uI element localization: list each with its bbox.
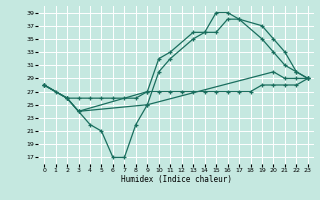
X-axis label: Humidex (Indice chaleur): Humidex (Indice chaleur)	[121, 175, 231, 184]
